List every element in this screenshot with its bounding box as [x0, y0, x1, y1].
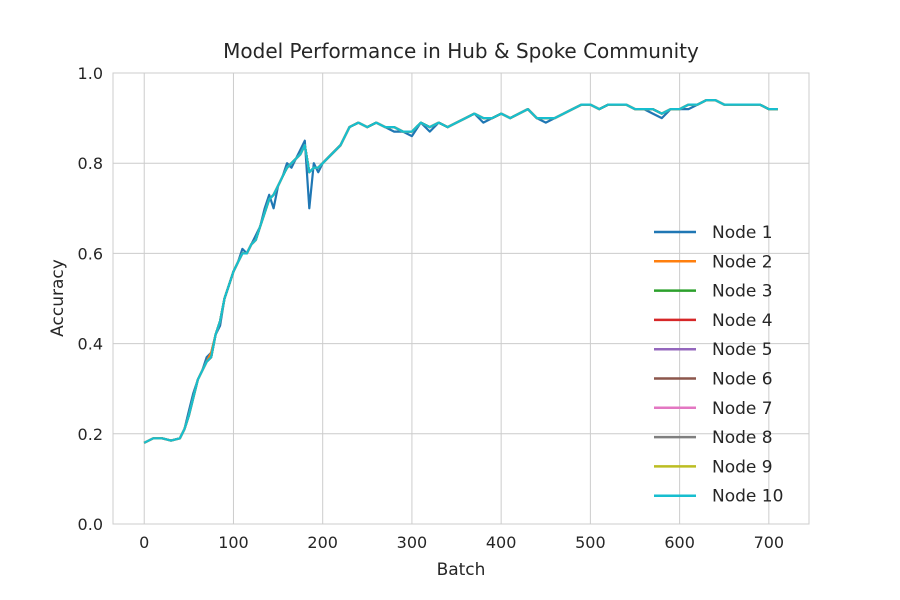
y-tick-label: 0.0 — [78, 515, 103, 534]
legend-label-node-6: Node 6 — [712, 370, 773, 390]
series-line-node-10 — [143, 98, 778, 444]
x-tick-label: 300 — [397, 533, 428, 552]
series-lines — [143, 98, 778, 444]
chart-title: Model Performance in Hub & Spoke Communi… — [223, 39, 699, 63]
legend-label-node-9: Node 9 — [712, 457, 773, 477]
x-tick-label: 100 — [218, 533, 249, 552]
y-tick-label: 0.2 — [78, 425, 103, 444]
x-axis-ticks: 0 100 200 300 400 500 600 700 — [139, 533, 784, 552]
y-axis-label: Accuracy — [48, 259, 68, 337]
plot-frame — [112, 72, 810, 525]
legend: Node 1 Node 2 Node 3 Node 4 Node 5 Node 6 Node… — [654, 223, 783, 507]
y-tick-label: 0.4 — [78, 335, 103, 354]
y-tick-label: 1.0 — [78, 64, 103, 83]
x-tick-label: 200 — [307, 533, 338, 552]
legend-label-node-4: Node 4 — [712, 311, 773, 331]
x-tick-label: 0 — [139, 533, 149, 552]
legend-label-node-8: Node 8 — [712, 428, 773, 448]
y-axis-ticks: 0.0 0.2 0.4 0.6 0.8 1.0 — [78, 64, 103, 534]
x-tick-label: 500 — [575, 533, 606, 552]
x-tick-label: 400 — [486, 533, 517, 552]
legend-label-node-10: Node 10 — [712, 487, 783, 507]
legend-label-node-5: Node 5 — [712, 340, 773, 360]
legend-label-node-1: Node 1 — [712, 223, 773, 243]
x-axis-label: Batch — [437, 560, 486, 580]
legend-label-node-3: Node 3 — [712, 282, 773, 302]
y-tick-label: 0.6 — [78, 244, 103, 263]
x-tick-label: 600 — [664, 533, 695, 552]
x-tick-label: 700 — [754, 533, 785, 552]
y-tick-label: 0.8 — [78, 154, 103, 173]
legend-label-node-7: Node 7 — [712, 399, 773, 419]
legend-label-node-2: Node 2 — [712, 252, 773, 272]
